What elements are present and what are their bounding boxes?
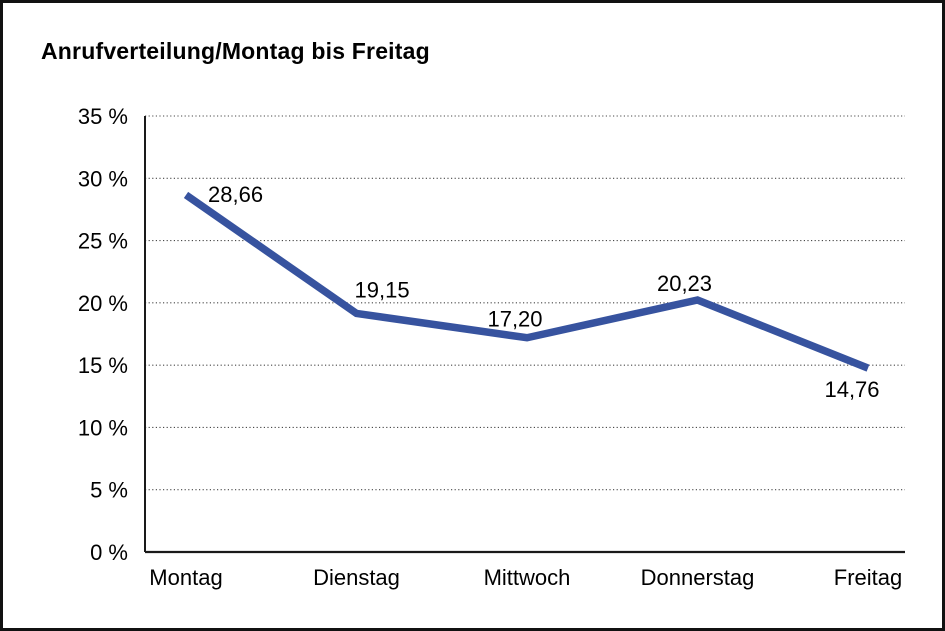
category-label: Mittwoch bbox=[484, 565, 571, 590]
value-label: 28,66 bbox=[208, 182, 263, 207]
line-chart: 0 % 5 % 10 % 15 % 20 % 25 % 30 % 35 % 28,66 19,15… bbox=[78, 104, 905, 590]
y-tick-label: 25 % bbox=[78, 229, 128, 254]
y-tick-label: 35 % bbox=[78, 104, 128, 129]
category-label: Donnerstag bbox=[641, 565, 755, 590]
data-line bbox=[183, 191, 870, 372]
y-tick-label: 5 % bbox=[90, 478, 128, 503]
chart-title: Anrufverteilung/Montag bis Freitag bbox=[41, 38, 430, 64]
value-label: 20,23 bbox=[657, 271, 712, 296]
y-tick-label: 0 % bbox=[90, 540, 128, 565]
y-tick-label: 30 % bbox=[78, 166, 128, 191]
y-tick-label: 20 % bbox=[78, 291, 128, 316]
category-label: Montag bbox=[149, 565, 222, 590]
y-tick-label: 15 % bbox=[78, 353, 128, 378]
value-label: 14,76 bbox=[824, 377, 879, 402]
value-label: 17,20 bbox=[487, 307, 542, 332]
category-label: Dienstag bbox=[313, 565, 400, 590]
category-label: Freitag bbox=[834, 565, 902, 590]
value-label: 19,15 bbox=[355, 277, 410, 302]
y-tick-label: 10 % bbox=[78, 415, 128, 440]
